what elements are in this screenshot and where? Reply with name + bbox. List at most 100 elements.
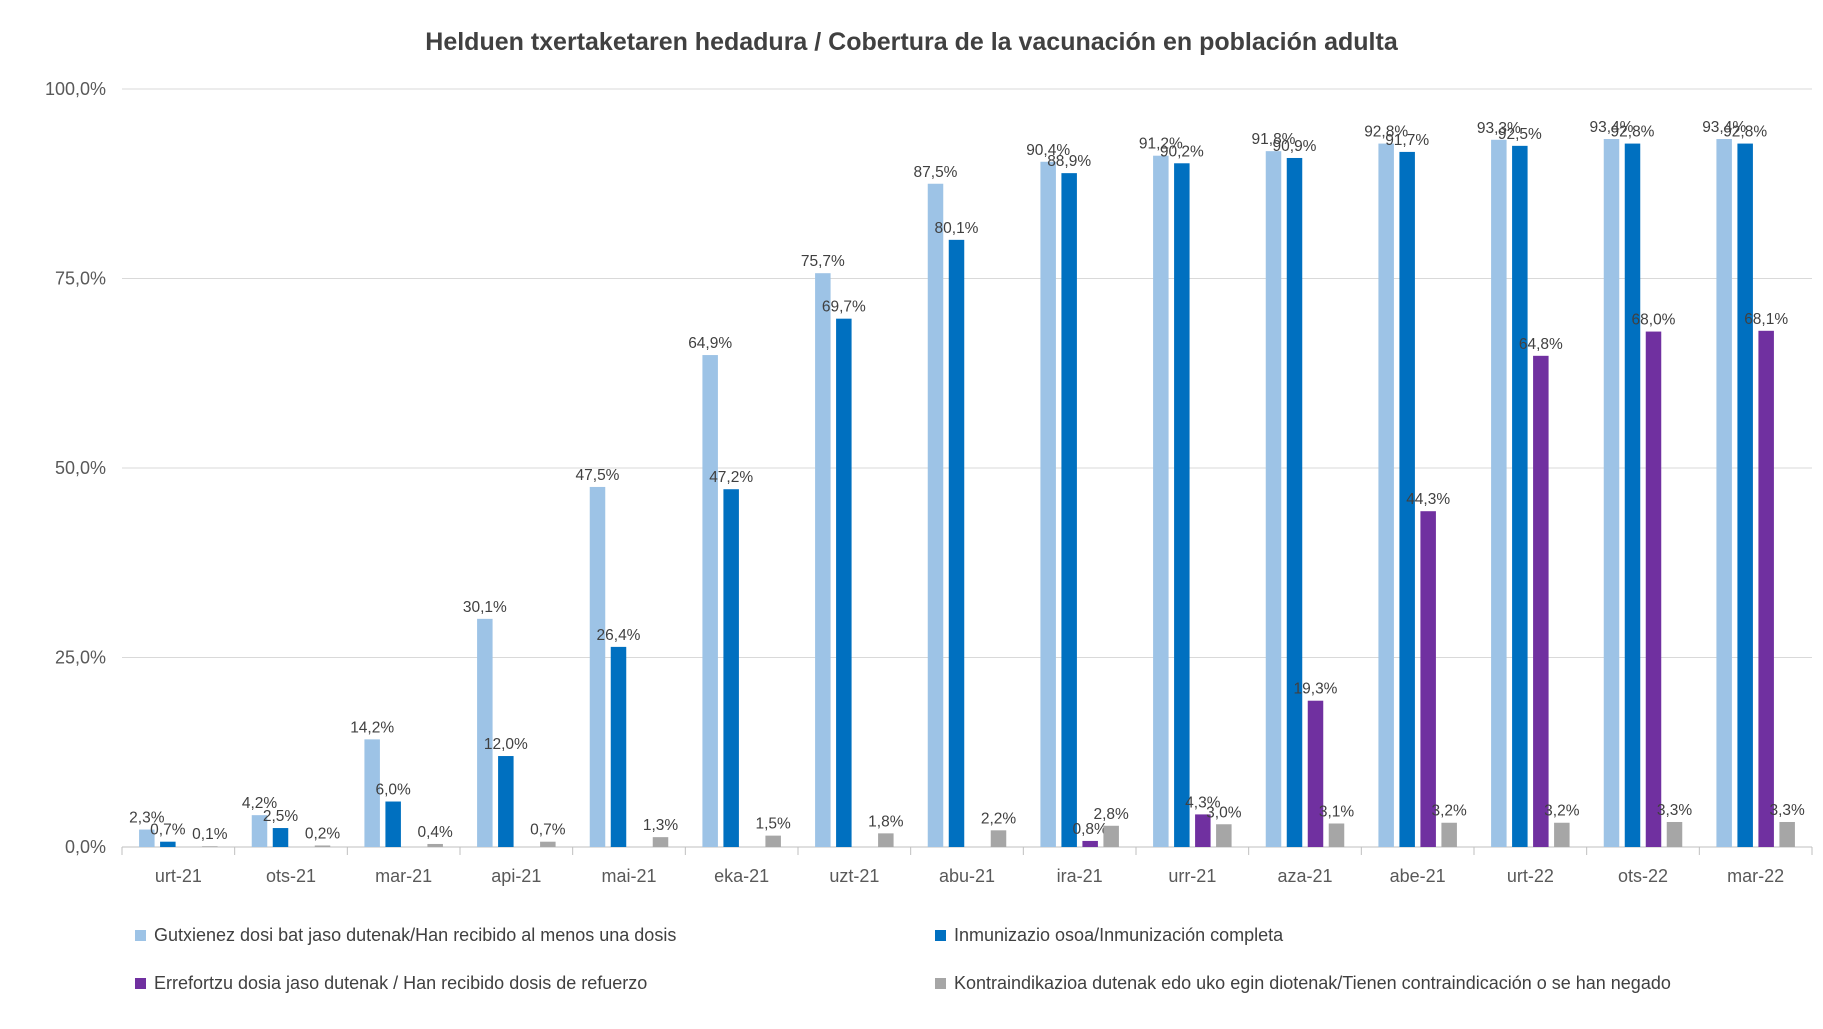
data-label: 0,4%	[417, 824, 453, 841]
bar	[477, 618, 493, 847]
data-label: 64,8%	[1519, 336, 1563, 353]
x-tick-label: abu-21	[939, 866, 995, 886]
bar	[878, 833, 894, 847]
data-label: 64,9%	[688, 335, 732, 352]
bar	[1082, 840, 1098, 847]
legend-label: Gutxienez dosi bat jaso dutenak/Han reci…	[154, 925, 677, 945]
data-label: 0,1%	[192, 826, 228, 843]
data-label: 91,2%	[1139, 136, 1183, 153]
bar	[385, 801, 401, 847]
data-label: 47,2%	[709, 469, 753, 486]
bar	[1491, 139, 1507, 847]
x-tick-label: abe-21	[1390, 866, 1446, 886]
legend-item: Kontraindikazioa dutenak edo uko egin di…	[935, 973, 1671, 994]
bar	[1603, 139, 1620, 847]
data-label: 0,7%	[530, 822, 566, 839]
x-tick-label: ots-22	[1618, 866, 1668, 886]
bar	[948, 239, 965, 848]
legend-label: Inmunizazio osoa/Inmunización completa	[954, 925, 1284, 945]
legend-swatch	[935, 978, 946, 989]
y-tick-label: 100,0%	[45, 79, 106, 99]
data-label: 91,8%	[1252, 131, 1296, 148]
bar	[1265, 151, 1282, 847]
bar	[723, 489, 739, 847]
data-label: 80,1%	[935, 220, 979, 237]
data-label: 69,7%	[822, 299, 866, 316]
data-label: 6,0%	[375, 782, 411, 799]
x-tick-label: urt-21	[155, 866, 202, 886]
bar	[1061, 173, 1077, 847]
legend-item: Gutxienez dosi bat jaso dutenak/Han reci…	[135, 925, 676, 946]
data-label: 68,1%	[1744, 311, 1788, 328]
bar	[1420, 511, 1436, 847]
bar	[1286, 157, 1303, 847]
data-label: 1,5%	[755, 816, 791, 833]
bar	[1666, 821, 1683, 847]
bar	[139, 829, 155, 847]
bar	[1399, 151, 1415, 847]
y-tick-label: 50,0%	[55, 458, 106, 478]
bar	[1441, 822, 1457, 847]
x-tick-label: eka-21	[714, 866, 769, 886]
data-label: 0,8%	[1072, 821, 1108, 838]
x-tick-label: mai-21	[601, 866, 656, 886]
data-label: 19,3%	[1294, 681, 1338, 698]
data-label: 90,2%	[1160, 143, 1204, 160]
bar	[1758, 330, 1774, 847]
data-label: 14,2%	[350, 719, 394, 736]
bar	[202, 846, 218, 847]
bar	[1174, 163, 1190, 847]
bar	[1040, 161, 1056, 847]
chart-plot-area: 0,0% 25,0% 50,0% 75,0% 100,0% urt-21 ots-21 mar…	[45, 79, 1813, 886]
data-label: 3,2%	[1544, 803, 1580, 820]
data-label: 88,9%	[1047, 153, 1091, 170]
chart-legend: Gutxienez dosi bat jaso dutenak/Han reci…	[135, 925, 1795, 1025]
data-label: 0,7%	[150, 822, 186, 839]
data-label: 3,2%	[1431, 803, 1467, 820]
data-label: 2,2%	[981, 810, 1017, 827]
bar	[836, 318, 852, 847]
data-label: 3,0%	[1206, 804, 1242, 821]
x-tick-label: ots-21	[266, 866, 316, 886]
legend-swatch	[135, 930, 146, 941]
x-tick-label: uzt-21	[829, 866, 879, 886]
bar	[1645, 331, 1662, 847]
bar	[1103, 825, 1119, 847]
bar	[1195, 814, 1211, 847]
data-label: 1,3%	[643, 817, 679, 834]
data-label: 68,0%	[1632, 312, 1676, 329]
bar	[815, 273, 831, 848]
bar	[1533, 355, 1549, 847]
data-label: 2,8%	[1093, 806, 1129, 823]
bar	[1624, 143, 1641, 848]
data-label: 2,3%	[129, 810, 165, 827]
bar	[272, 828, 289, 847]
legend-label: Errefortzu dosia jaso dutenak / Han reci…	[154, 973, 648, 993]
bar	[314, 845, 331, 847]
x-tick-label: urt-22	[1507, 866, 1554, 886]
bar	[160, 841, 176, 847]
data-label: 1,8%	[868, 813, 904, 830]
bar	[427, 843, 443, 847]
x-tick-label: api-21	[491, 866, 541, 886]
bar	[540, 841, 556, 847]
data-label: 0,2%	[305, 825, 341, 842]
legend-item: Errefortzu dosia jaso dutenak / Han reci…	[135, 973, 647, 994]
x-tick-label: mar-22	[1727, 866, 1784, 886]
legend-item: Inmunizazio osoa/Inmunización completa	[935, 925, 1283, 946]
legend-label: Kontraindikazioa dutenak edo uko egin di…	[954, 973, 1671, 993]
data-label: 90,4%	[1026, 142, 1070, 159]
x-tick-label: urr-21	[1168, 866, 1216, 886]
x-tick-label: aza-21	[1277, 866, 1332, 886]
bar	[1378, 143, 1394, 848]
data-label: 3,1%	[1319, 804, 1355, 821]
data-label: 91,7%	[1385, 132, 1429, 149]
bar	[1554, 822, 1570, 847]
data-label: 4,3%	[1185, 794, 1221, 811]
legend-swatch	[935, 930, 946, 941]
bar	[1328, 823, 1345, 847]
data-label: 12,0%	[484, 736, 528, 753]
legend-swatch	[135, 978, 146, 989]
bar	[589, 486, 606, 847]
